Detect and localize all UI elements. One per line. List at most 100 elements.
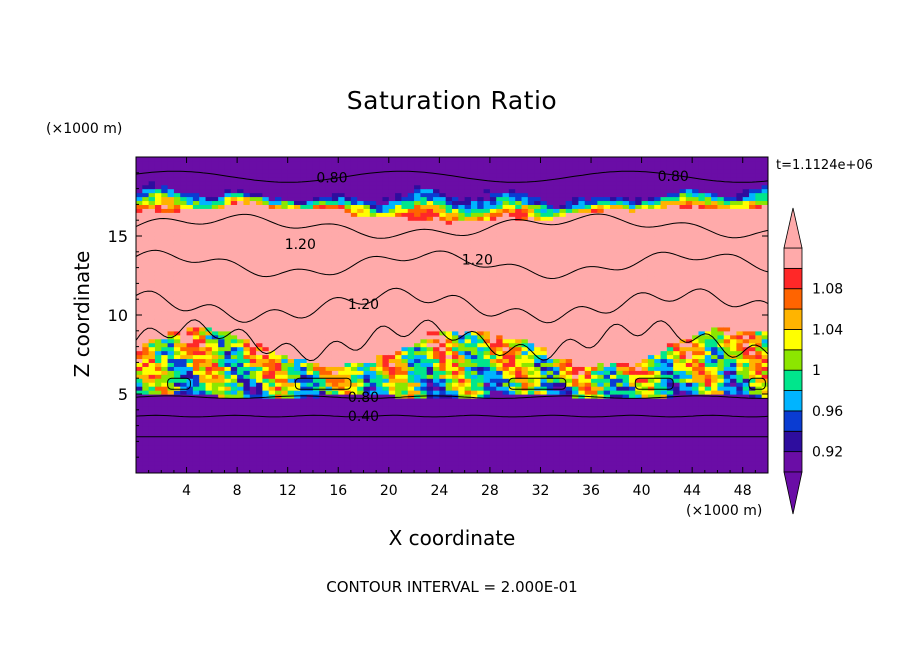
field-cell <box>199 334 207 340</box>
field-cell <box>420 263 428 269</box>
field-cell <box>294 453 301 458</box>
field-cell <box>357 224 365 229</box>
field-cell <box>477 350 485 356</box>
field-cell <box>515 445 523 450</box>
field-cell <box>433 196 440 202</box>
field-cell <box>496 216 504 221</box>
field-cell <box>294 445 301 450</box>
field-cell <box>237 322 245 328</box>
field-cell <box>382 469 390 473</box>
field-cell <box>325 453 333 458</box>
field-cell <box>439 188 447 194</box>
field-cell <box>458 224 466 229</box>
field-cell <box>161 236 169 241</box>
field-cell <box>306 366 314 371</box>
field-cell <box>439 184 447 190</box>
field-cell <box>199 315 207 320</box>
field-cell <box>363 275 371 281</box>
field-cell <box>483 334 491 340</box>
field-cell <box>508 366 516 371</box>
field-cell <box>319 322 327 328</box>
field-cell <box>275 157 282 162</box>
field-cell <box>515 370 523 375</box>
field-cell <box>142 180 150 186</box>
field-cell <box>319 176 327 182</box>
field-cell <box>414 220 421 225</box>
field-cell <box>395 208 403 213</box>
field-cell <box>249 315 257 320</box>
field-cell <box>148 283 156 288</box>
field-cell <box>218 358 226 363</box>
field-cell <box>243 255 251 261</box>
field-cell <box>470 243 478 249</box>
field-cell <box>237 397 245 403</box>
field-cell <box>306 283 314 288</box>
field-cell <box>294 228 301 233</box>
field-cell <box>508 164 516 170</box>
field-cell <box>281 212 289 217</box>
field-cell <box>243 251 251 257</box>
field-cell <box>452 370 459 375</box>
field-cell <box>243 461 251 466</box>
field-cell <box>407 358 415 363</box>
field-cell <box>388 188 396 194</box>
field-cell <box>458 184 466 190</box>
field-cell <box>357 212 365 217</box>
field-cell <box>483 445 491 450</box>
field-cell <box>161 255 169 261</box>
field-cell <box>281 453 289 458</box>
field-cell <box>211 157 219 162</box>
field-cell <box>414 441 421 446</box>
field-cell <box>224 188 232 194</box>
field-cell <box>439 334 447 340</box>
field-cell <box>515 204 523 209</box>
field-cell <box>470 157 478 162</box>
field-cell <box>508 453 516 458</box>
field-cell <box>521 318 529 324</box>
field-cell <box>199 382 207 387</box>
field-cell <box>363 350 371 356</box>
field-cell <box>433 433 440 439</box>
field-cell <box>281 417 289 423</box>
field-cell <box>502 465 510 470</box>
field-cell <box>470 394 478 399</box>
field-cell <box>433 397 440 403</box>
field-cell <box>439 291 447 296</box>
field-cell <box>401 338 409 344</box>
field-cell <box>363 239 371 245</box>
field-cell <box>344 200 352 205</box>
field-cell <box>458 394 466 399</box>
field-cell <box>357 251 365 257</box>
field-cell <box>192 188 200 194</box>
field-cell <box>489 342 497 348</box>
field-cell <box>350 303 358 308</box>
field-cell <box>243 299 251 304</box>
field-cell <box>344 409 352 415</box>
field-cell <box>173 315 181 320</box>
field-cell <box>167 342 175 348</box>
field-cell <box>312 382 320 387</box>
field-cell <box>331 449 339 454</box>
field-cell <box>199 326 207 332</box>
field-cell <box>470 421 478 427</box>
field-cell <box>262 465 270 470</box>
field-cell <box>363 322 371 328</box>
field-cell <box>357 255 365 261</box>
field-cell <box>230 346 238 352</box>
field-cell <box>312 318 320 324</box>
field-cell <box>306 457 314 462</box>
field-cell <box>363 342 371 348</box>
field-cell <box>230 417 238 423</box>
field-cell <box>382 437 390 442</box>
field-cell <box>388 239 396 245</box>
field-cell <box>199 204 207 209</box>
field-cell <box>382 303 390 308</box>
field-cell <box>161 469 169 473</box>
field-cell <box>224 461 232 466</box>
field-cell <box>281 342 289 348</box>
field-cell <box>527 350 535 356</box>
field-cell <box>243 322 251 328</box>
field-cell <box>477 263 485 269</box>
field-cell <box>218 318 226 324</box>
field-cell <box>369 429 377 435</box>
